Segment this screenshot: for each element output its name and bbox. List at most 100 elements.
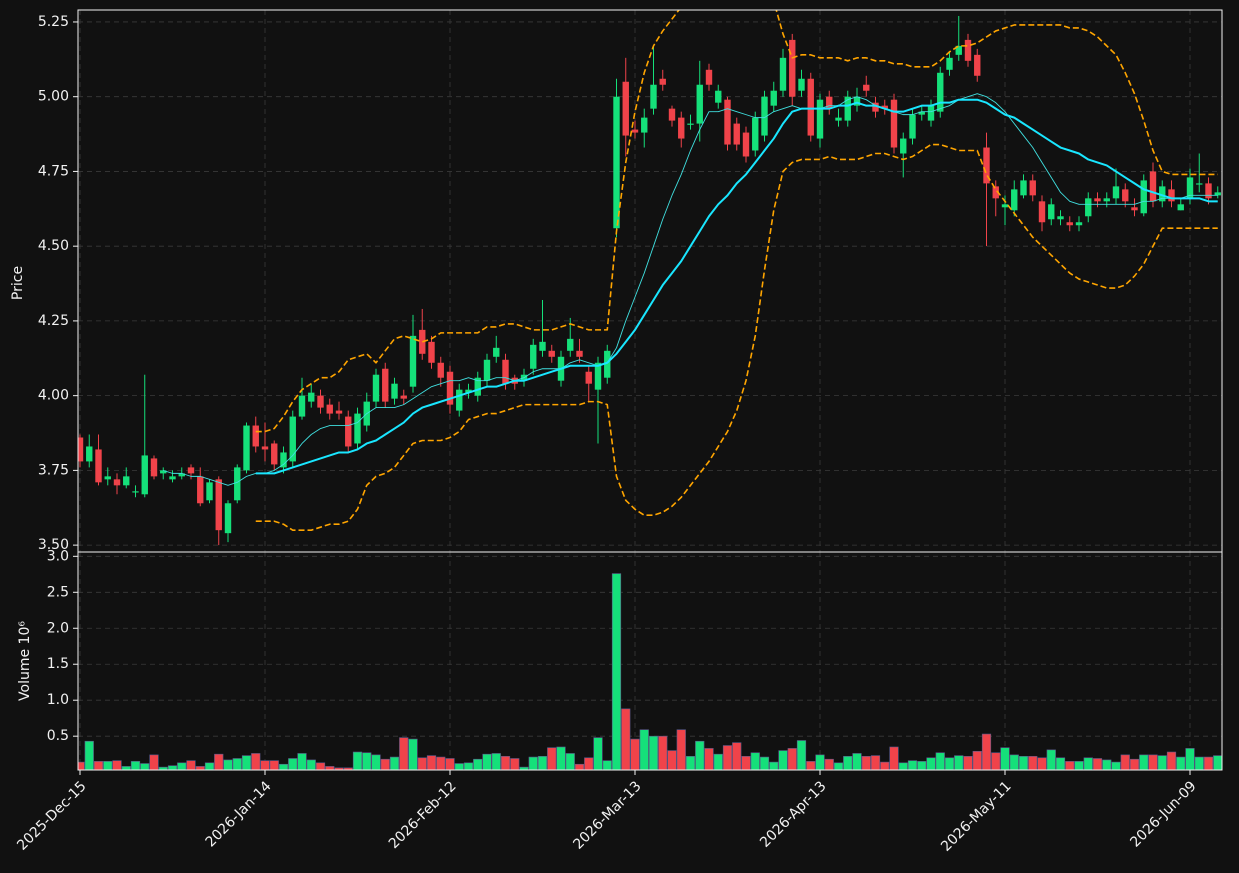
candle-body <box>1122 189 1129 202</box>
volume-bar <box>454 763 464 770</box>
volume-bar <box>584 757 594 770</box>
candle-body <box>474 377 481 396</box>
overlay-line <box>255 10 1218 433</box>
volume-bar <box>1194 756 1204 770</box>
volume-bar <box>93 761 104 770</box>
candle-body <box>835 117 842 121</box>
candle-body <box>95 449 102 483</box>
volume-bar <box>648 735 659 770</box>
volume-bar <box>195 766 205 770</box>
candle-body <box>918 111 925 115</box>
candle-body <box>78 437 84 462</box>
volume-bar <box>1148 754 1158 770</box>
volume-bar <box>112 760 122 770</box>
candle-body <box>215 479 222 531</box>
volume-bar <box>1111 761 1121 770</box>
candle-body <box>687 123 694 125</box>
candle-body <box>853 96 861 106</box>
volume-bar <box>417 757 427 770</box>
overlay-line <box>163 93 1218 486</box>
volume-bar <box>806 761 816 770</box>
y-tick-label: 4.00 <box>38 388 69 404</box>
y-tick-label: 2.5 <box>47 584 69 600</box>
candle-body <box>1131 207 1138 211</box>
candle-body <box>197 476 204 504</box>
volume-bar <box>1018 756 1029 770</box>
candle-body <box>927 105 935 121</box>
candle-body <box>372 374 380 402</box>
volume-bar <box>214 753 224 770</box>
volume-bar <box>1102 759 1112 770</box>
candle-body <box>335 410 343 414</box>
candle-body <box>419 329 426 354</box>
candle-body <box>409 335 417 387</box>
volume-bar <box>334 767 344 770</box>
volume-bar <box>963 756 973 770</box>
candle-body <box>576 350 583 357</box>
candle-body <box>946 57 953 70</box>
candle-body <box>705 69 713 85</box>
volume-bar <box>1009 754 1019 770</box>
volume-bar <box>935 752 945 770</box>
volume-bar <box>926 757 936 770</box>
volume-bar <box>1203 756 1214 770</box>
candle-body <box>1177 204 1184 211</box>
candle-body <box>807 78 814 136</box>
volume-bar <box>510 758 520 770</box>
volume-bar <box>1213 755 1222 770</box>
candle-body <box>298 395 306 417</box>
grid <box>78 10 1222 770</box>
volume-bar <box>722 745 733 770</box>
volume-bar <box>445 758 455 770</box>
candle-body <box>113 479 121 486</box>
y-tick-label: 2.0 <box>47 620 69 636</box>
y-tick-label: 3.75 <box>38 462 69 478</box>
candle-body <box>132 491 139 493</box>
candle-body <box>289 416 296 462</box>
candle-body <box>872 102 879 112</box>
candle-body <box>150 458 158 477</box>
volume-bar <box>362 752 372 770</box>
candle-body <box>261 446 269 450</box>
y-tick-label: 3.0 <box>47 548 69 564</box>
candle-body <box>548 350 555 357</box>
candle-body <box>1066 222 1073 226</box>
candle-body <box>1085 198 1092 217</box>
candle-body <box>631 129 639 133</box>
candle-body <box>992 186 999 199</box>
candle-body <box>881 105 888 109</box>
candle-body <box>678 117 685 139</box>
volume-bar <box>1046 749 1056 770</box>
volume-bar <box>408 738 418 770</box>
candle-body <box>641 117 648 133</box>
candle-body <box>974 54 981 76</box>
volume-bar <box>232 758 242 770</box>
volume-bar <box>463 762 474 770</box>
candle-body <box>483 359 491 381</box>
candle-body <box>604 350 611 378</box>
volume-bar <box>1065 761 1075 770</box>
volume-bar <box>186 760 196 770</box>
volume-panel <box>78 573 1222 770</box>
candle-body <box>502 359 509 384</box>
candle-body <box>178 473 185 477</box>
candle-body <box>1103 198 1110 202</box>
volume-bar <box>1092 758 1103 770</box>
volume-bar <box>491 753 501 770</box>
volume-bar <box>1037 757 1047 770</box>
y-tick-label: 4.50 <box>38 238 69 254</box>
candle-body <box>798 78 805 91</box>
volume-bar <box>639 729 649 770</box>
candle-body <box>206 482 213 501</box>
candle-body <box>1140 180 1147 214</box>
volume-bar <box>861 756 871 770</box>
volume-bar <box>944 757 955 770</box>
candle-body <box>844 96 851 121</box>
volume-bar <box>306 759 316 770</box>
volume-bar <box>991 752 1001 770</box>
volume-bar <box>1083 757 1093 770</box>
candle-body <box>243 425 250 471</box>
candle-body <box>252 425 259 447</box>
candle-body <box>715 90 722 103</box>
candle-body <box>650 84 657 109</box>
